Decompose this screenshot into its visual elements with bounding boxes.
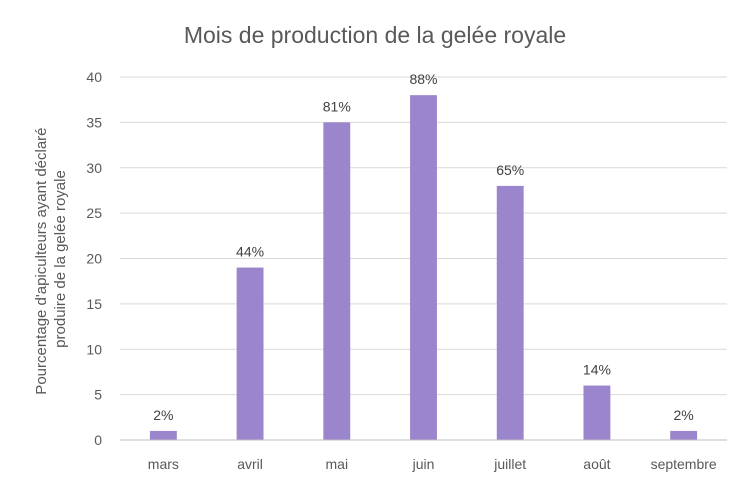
data-label: 88% — [409, 71, 437, 87]
data-label: 44% — [236, 244, 264, 260]
bar — [236, 267, 264, 440]
y-axis-label: Pourcentage d'apiculteurs ayant déclaré … — [33, 123, 69, 394]
y-tick-label: 10 — [86, 341, 102, 357]
y-tick-label: 5 — [94, 387, 102, 403]
x-axis-ticks: mars avril mai juin juillet août septembre — [148, 456, 717, 472]
data-label: 14% — [583, 362, 611, 378]
y-axis-label-line-1: Pourcentage d'apiculteurs ayant déclaré — [33, 127, 50, 394]
x-tick-label: août — [583, 456, 610, 472]
y-tick-label: 35 — [86, 114, 102, 130]
bar — [323, 122, 351, 440]
data-label: 2% — [153, 407, 173, 423]
x-tick-label: juillet — [493, 456, 526, 472]
y-tick-label: 15 — [86, 296, 102, 312]
y-axis-label-line-2: produire de la gelée royale — [52, 170, 69, 348]
data-label: 65% — [496, 162, 524, 178]
bar — [410, 95, 437, 441]
bar — [670, 430, 698, 440]
x-tick-label: mai — [326, 456, 349, 472]
chart-title: Mois de production de la gelée royale — [184, 22, 566, 48]
data-label: 81% — [323, 98, 351, 114]
bar — [496, 185, 524, 440]
x-tick-label: mars — [148, 456, 179, 472]
data-label: 2% — [674, 407, 694, 423]
data-labels: 2% 44% 81% 88% 65% 14% 2% — [153, 71, 694, 423]
y-tick-label: 0 — [94, 432, 102, 448]
x-tick-label: septembre — [651, 456, 717, 472]
bar — [583, 385, 611, 440]
y-tick-label: 30 — [86, 160, 102, 176]
bars — [149, 95, 698, 441]
bar — [149, 430, 177, 440]
y-axis-ticks: 0 5 10 15 20 25 30 35 40 — [86, 69, 102, 448]
y-tick-label: 20 — [86, 251, 102, 267]
y-tick-label: 25 — [86, 205, 102, 221]
y-tick-label: 40 — [86, 69, 102, 85]
x-tick-label: juin — [412, 456, 435, 472]
x-tick-label: avril — [237, 456, 263, 472]
